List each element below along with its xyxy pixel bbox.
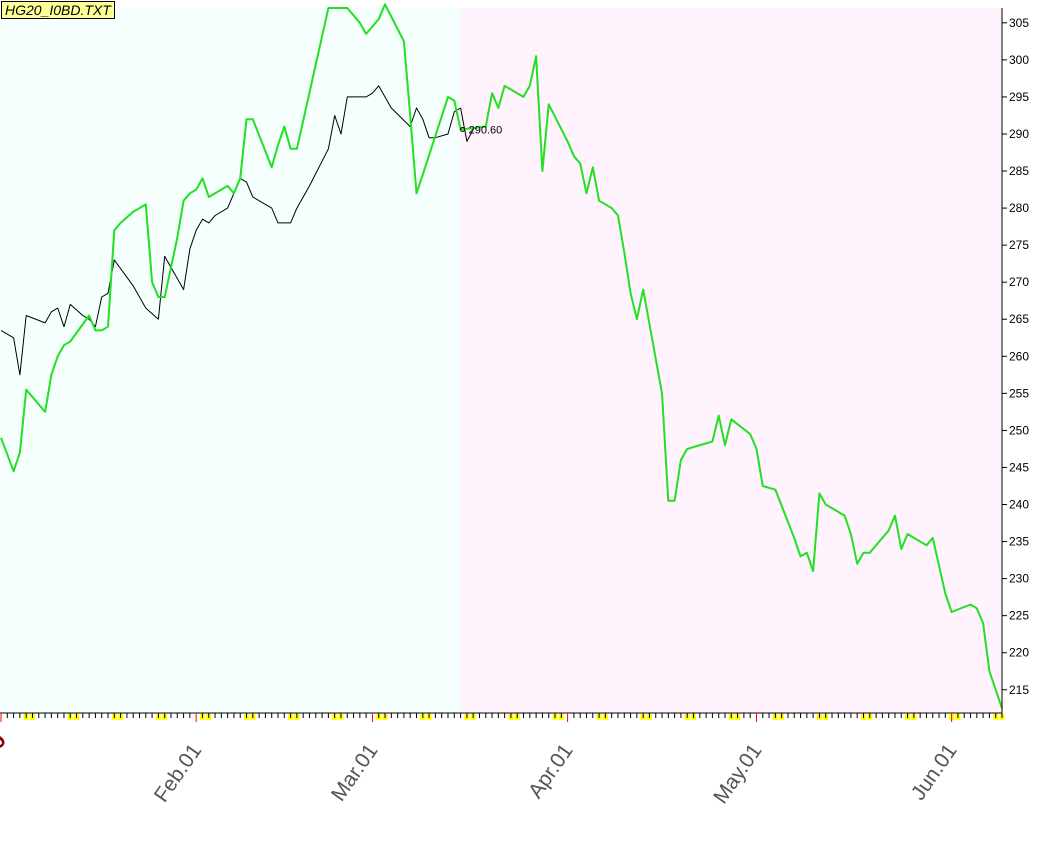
shaded-regions	[1, 8, 1002, 712]
y-tick-label: 230	[1009, 572, 1029, 586]
x-tick-label: Feb.01	[150, 740, 206, 807]
x-tick-label: Jun.01	[907, 740, 962, 805]
x-axis: 19 Feb.01 Mar.01 Apr.01 May.01 Jun.01	[0, 712, 1003, 808]
y-tick-label: 285	[1009, 164, 1029, 178]
y-tick-label: 265	[1009, 312, 1029, 326]
series-layer	[0, 3, 1003, 709]
annotation-marker	[460, 127, 466, 133]
y-tick-label: 305	[1009, 16, 1029, 30]
y-tick-label: 240	[1009, 498, 1029, 512]
y-tick-label: 280	[1009, 201, 1029, 215]
y-tick-label: 270	[1009, 275, 1029, 289]
annotation-layer: 290.60	[460, 125, 503, 137]
y-tick-label: 300	[1009, 53, 1029, 67]
y-tick-label: 275	[1009, 238, 1029, 252]
y-tick-label: 260	[1009, 349, 1029, 363]
shaded-region-0	[1, 8, 461, 712]
x-tick-label: May.01	[709, 740, 766, 808]
y-tick-label: 245	[1009, 460, 1029, 474]
shaded-region-1	[460, 8, 1002, 712]
chart-title: HG20_I0BD.TXT	[1, 1, 115, 19]
y-tick-label: 235	[1009, 535, 1029, 549]
y-tick-label: 255	[1009, 386, 1029, 400]
x-tick-label: 19	[0, 729, 11, 763]
y-tick-label: 220	[1009, 646, 1029, 660]
annotation-label: 290.60	[469, 125, 503, 137]
x-tick-label: Apr.01	[524, 740, 578, 803]
y-axis: 215 220 225 230 235 240 245 250 255 260 265 270 275 2…	[1001, 8, 1029, 713]
x-tick-label: Mar.01	[327, 740, 383, 806]
y-tick-label: 250	[1009, 423, 1029, 437]
y-tick-label: 225	[1009, 609, 1029, 623]
y-tick-label: 290	[1009, 127, 1029, 141]
y-tick-label: 215	[1009, 683, 1029, 697]
y-tick-label: 295	[1009, 90, 1029, 104]
series-line-forecast	[0, 3, 1003, 709]
